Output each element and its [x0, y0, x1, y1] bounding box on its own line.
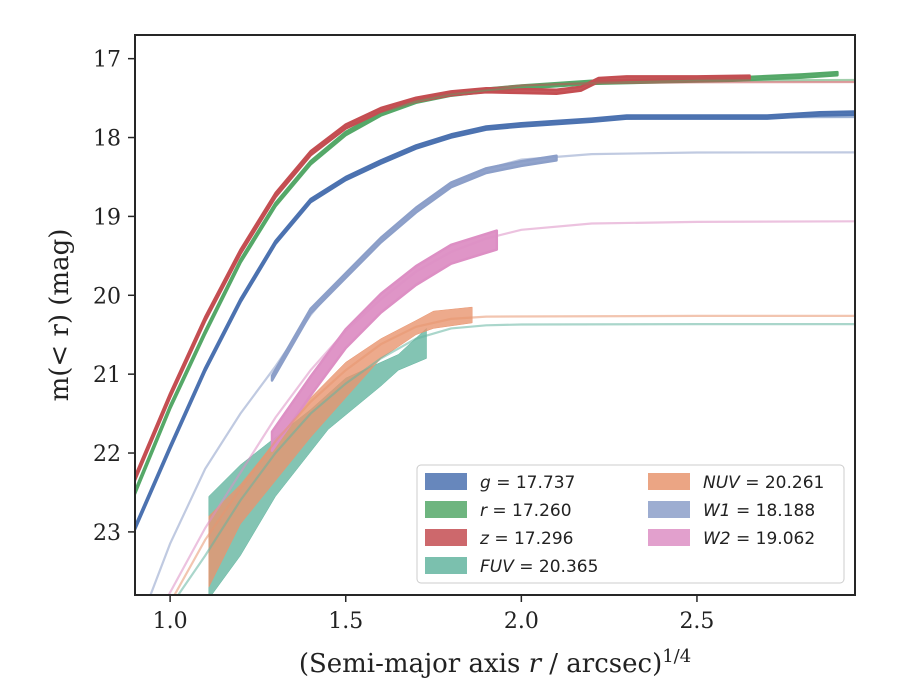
legend-label-fuv: FUV = 20.365	[480, 557, 598, 577]
x-tick-label: 1.0	[153, 609, 188, 634]
legend-swatch-nuv	[648, 473, 690, 490]
legend-label-nuv: NUV = 20.261	[703, 473, 824, 493]
data-band-w2	[270, 229, 499, 452]
model-curve-w1	[149, 151, 855, 595]
x-tick-label: 1.5	[328, 609, 363, 634]
model-curve-w2	[167, 220, 855, 595]
model-curve-g	[135, 115, 855, 529]
y-tick-label: 18	[93, 127, 121, 152]
legend: g = 17.737 r = 17.260 z = 17.296 FUV = 20.3…	[416, 464, 845, 584]
model-curve-fuv	[176, 323, 855, 595]
y-tick-label: 21	[93, 363, 121, 388]
legend-label-r: r = 17.260	[480, 501, 572, 521]
legend-swatch-fuv	[425, 557, 467, 574]
legend-swatch-g	[425, 473, 467, 490]
legend-swatch-z	[425, 529, 467, 546]
lines-layer	[135, 78, 855, 595]
plot-frame	[134, 34, 856, 596]
legend-label-z: z = 17.296	[479, 529, 573, 549]
y-axis-label: m(< r) (mag)	[45, 229, 75, 402]
y-tick-label: 23	[93, 521, 121, 546]
legend-label-w1: W1 = 18.188	[703, 501, 815, 521]
model-curve-nuv	[173, 314, 855, 595]
legend-swatch-r	[425, 501, 467, 518]
legend-label-g: g = 17.737	[480, 473, 575, 493]
x-tick-label: 2.0	[504, 609, 539, 634]
y-tick-label: 17	[93, 48, 121, 73]
x-tick-label: 2.5	[679, 609, 714, 634]
y-tick-label: 19	[93, 205, 121, 230]
data-band-nuv	[208, 306, 473, 588]
plot-area	[135, 70, 855, 595]
x-axis-label: (Semi-major axis r / arcsec)1/4	[299, 646, 691, 679]
legend-swatch-w2	[648, 529, 690, 546]
x-axis: 1.0 1.5 2.0 2.5	[153, 595, 714, 634]
legend-swatch-w1	[648, 501, 690, 518]
legend-box	[416, 464, 845, 584]
y-tick-label: 22	[93, 442, 121, 467]
y-axis: 17 18 19 20 21 22 23	[93, 48, 135, 546]
model-curve-z	[135, 80, 855, 479]
legend-label-w2: W2 = 19.062	[703, 529, 815, 549]
y-tick-label: 20	[93, 284, 121, 309]
